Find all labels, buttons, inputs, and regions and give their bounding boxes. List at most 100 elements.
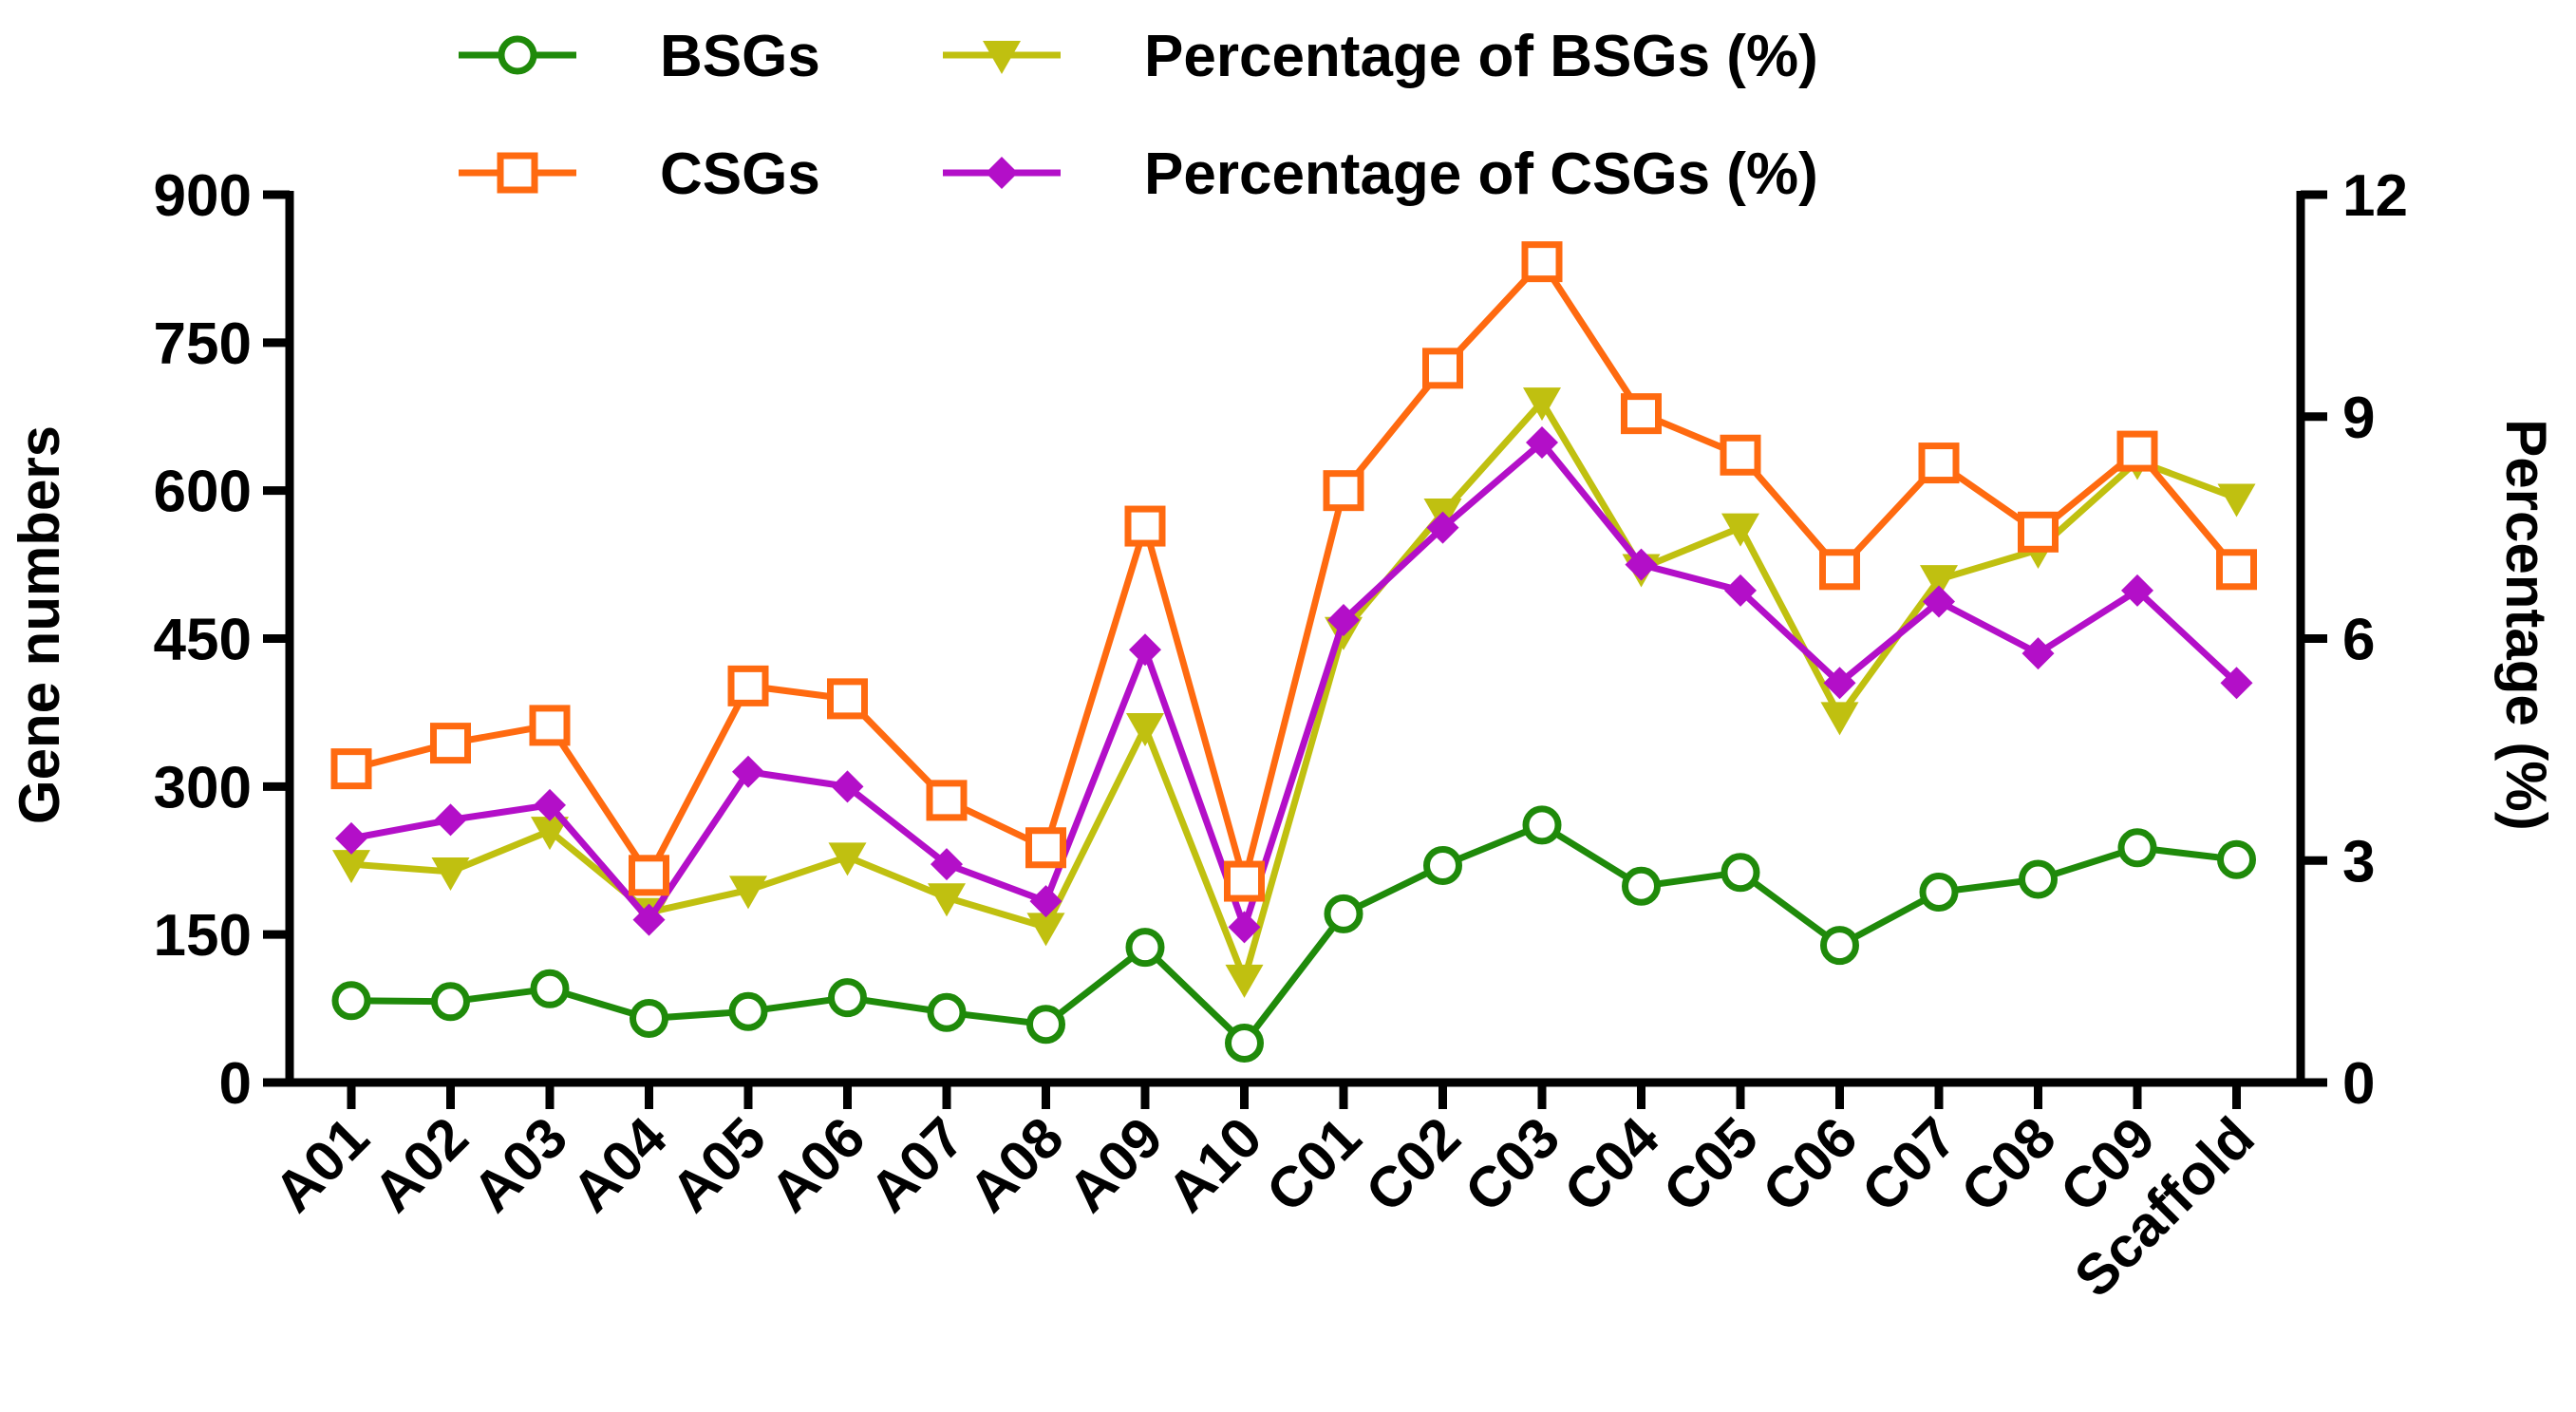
- data-point: [1820, 702, 1859, 736]
- data-point: [1918, 442, 1960, 484]
- series-csgs: [330, 241, 2257, 902]
- data-point: [1025, 827, 1066, 869]
- data-point: [1225, 964, 1264, 998]
- data-point: [1323, 470, 1364, 512]
- x-tick-label: A05: [659, 1105, 778, 1224]
- data-point: [1426, 511, 1459, 544]
- legend-marker: [498, 35, 537, 75]
- series-percentage-of-csgs-: [335, 426, 2253, 944]
- y-tick-label: 150: [154, 903, 252, 969]
- data-point: [2216, 549, 2257, 591]
- data-point: [2217, 483, 2256, 518]
- y-tick-label: 600: [154, 460, 252, 525]
- data-point: [1721, 513, 1759, 547]
- x-tick-label: C07: [1850, 1105, 1968, 1224]
- data-point: [1621, 393, 1662, 435]
- data-point: [430, 723, 471, 764]
- x-tick-label: C05: [1651, 1105, 1770, 1224]
- data-point: [335, 821, 367, 855]
- y-tick-label: 0: [219, 1051, 252, 1117]
- x-tick-label: A03: [461, 1105, 579, 1224]
- x-tick-label: C01: [1254, 1105, 1373, 1224]
- data-point: [1720, 434, 1761, 476]
- data-point: [1724, 574, 1757, 607]
- data-point: [1625, 548, 1658, 581]
- x-tick-label: C03: [1453, 1105, 1571, 1224]
- y-tick-label: 750: [154, 311, 252, 377]
- legend-item: BSGs: [459, 24, 820, 89]
- data-point: [729, 875, 767, 910]
- series-layer: [330, 241, 2257, 1063]
- data-point: [1923, 585, 1955, 618]
- data-point: [1823, 667, 1856, 700]
- y-tick-label: 300: [154, 755, 252, 820]
- legend-label: Percentage of CSGs (%): [1144, 141, 1818, 207]
- data-point: [630, 998, 668, 1038]
- data-point: [529, 705, 571, 746]
- data-point: [531, 817, 569, 851]
- y2-tick-label: 6: [2342, 608, 2375, 673]
- x-tick-label: A01: [262, 1105, 381, 1224]
- data-point: [629, 855, 669, 896]
- legend: BSGs CSGs Percentage of BSGs (%) Percentage…: [459, 24, 1818, 207]
- x-tick-label: A06: [758, 1105, 876, 1224]
- legend-marker: [983, 41, 1021, 74]
- data-point: [534, 788, 566, 821]
- x-tick-label: A09: [1056, 1105, 1175, 1224]
- legend-label: Percentage of BSGs (%): [1144, 24, 1818, 89]
- data-point: [831, 770, 864, 803]
- data-point: [1526, 426, 1558, 460]
- x-tick-label: C08: [1948, 1105, 2067, 1224]
- y2-axis-label: Percentage (%): [2494, 419, 2558, 830]
- data-point: [1026, 913, 1065, 947]
- data-point: [332, 850, 370, 884]
- data-point: [632, 903, 666, 936]
- data-point: [828, 842, 867, 876]
- y2-tick-label: 3: [2342, 829, 2375, 894]
- data-point: [1423, 845, 1462, 885]
- data-point: [931, 848, 963, 881]
- y2-tick-label: 9: [2342, 386, 2375, 451]
- x-tick-label: C02: [1353, 1105, 1472, 1224]
- data-point: [1920, 565, 1958, 599]
- x-tick-label: A02: [361, 1105, 479, 1224]
- data-point: [1324, 894, 1363, 933]
- data-point: [2121, 574, 2153, 607]
- data-point: [1521, 241, 1563, 283]
- data-point: [1819, 549, 1860, 591]
- data-point: [2220, 667, 2253, 700]
- data-point: [727, 665, 769, 706]
- y-axis-label: Gene numbers: [8, 425, 71, 824]
- data-point: [827, 678, 868, 720]
- y2-tick-label: 0: [2342, 1051, 2375, 1117]
- data-point: [728, 991, 768, 1031]
- data-point: [431, 857, 470, 891]
- data-point: [1125, 928, 1165, 968]
- y-tick-label: 450: [154, 608, 252, 673]
- data-point: [1919, 872, 1959, 912]
- legend-item: Percentage of CSGs (%): [943, 141, 1818, 207]
- data-point: [927, 992, 967, 1032]
- legend-marker: [986, 157, 1018, 189]
- data-point: [926, 780, 968, 821]
- data-point: [1126, 713, 1164, 746]
- data-point: [1523, 387, 1561, 422]
- data-point: [1129, 633, 1161, 667]
- data-point: [828, 978, 867, 1018]
- data-point: [530, 969, 570, 1008]
- x-tick-label: A07: [857, 1105, 976, 1224]
- data-point: [2217, 839, 2256, 879]
- data-point: [330, 748, 372, 790]
- x-tick-label: A04: [559, 1104, 679, 1224]
- data-point: [1720, 853, 1760, 893]
- data-point: [1029, 885, 1062, 918]
- data-point: [2019, 859, 2058, 899]
- data-point: [1422, 348, 1463, 389]
- series-line: [350, 398, 2238, 983]
- data-point: [1327, 604, 1360, 637]
- data-point: [1124, 505, 1166, 547]
- data-point: [732, 755, 764, 788]
- y2-tick-label: 12: [2342, 163, 2408, 229]
